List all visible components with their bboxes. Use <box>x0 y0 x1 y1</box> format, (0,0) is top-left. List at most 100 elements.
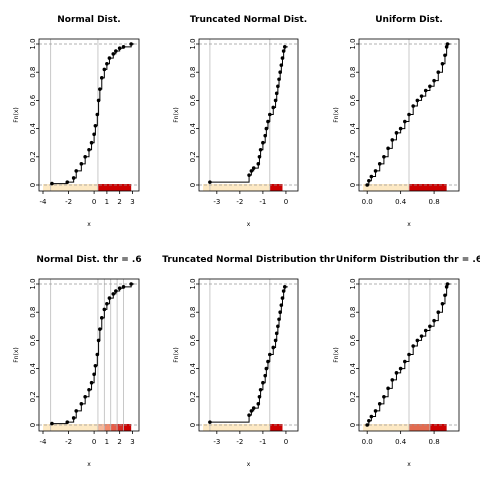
y-tick-label: 0.2 <box>189 391 197 402</box>
data-point <box>247 173 251 177</box>
data-point <box>79 162 84 166</box>
threshold-band <box>43 184 98 191</box>
data-point <box>257 155 262 159</box>
x-tick-label: 1 <box>105 198 109 206</box>
x-axis-label: x <box>247 221 251 228</box>
data-point <box>390 378 395 382</box>
y-tick-label: 0.8 <box>349 67 357 78</box>
data-point <box>107 296 112 300</box>
ecdf-step-line <box>51 283 135 425</box>
data-point <box>95 352 100 357</box>
threshold-band <box>117 424 124 431</box>
data-point <box>271 105 276 110</box>
y-tick-label: 0.6 <box>349 334 357 346</box>
data-point <box>373 409 378 413</box>
threshold-band <box>409 184 447 191</box>
plot-frame <box>358 38 460 192</box>
data-point <box>373 169 378 173</box>
threshold-band <box>269 184 283 191</box>
data-point <box>74 409 79 413</box>
data-point <box>443 53 447 58</box>
data-point <box>107 56 112 60</box>
data-point <box>415 338 420 343</box>
y-tick-label: 1.0 <box>189 278 197 289</box>
data-point <box>445 42 450 46</box>
data-point <box>432 318 436 323</box>
ecdf-step-line <box>209 286 288 423</box>
threshold-band <box>97 184 132 191</box>
data-point <box>377 162 382 166</box>
data-point <box>96 98 101 103</box>
data-point <box>247 413 251 417</box>
y-tick-label: 0 <box>189 423 197 427</box>
data-point <box>102 307 107 312</box>
data-point <box>50 181 54 186</box>
data-point <box>444 285 449 289</box>
chart-title: Normal Dist. <box>57 15 120 25</box>
data-point <box>92 372 96 377</box>
data-point <box>264 126 269 131</box>
data-point <box>258 387 263 392</box>
data-point <box>256 402 261 406</box>
chart-title: Truncated Normal Distribution thr <box>162 255 335 265</box>
data-point <box>440 301 445 306</box>
y-tick-label: 0.6 <box>349 94 357 106</box>
y-tick-label: 0 <box>189 183 197 187</box>
x-axis-label: x <box>87 461 91 468</box>
y-tick-label: 0.8 <box>189 67 197 78</box>
data-point <box>369 174 374 179</box>
data-point <box>65 180 70 184</box>
data-point <box>271 345 276 350</box>
data-point <box>129 42 133 46</box>
y-tick-label: 0.4 <box>189 362 197 374</box>
x-tick-label: 0 <box>284 198 288 206</box>
data-point <box>65 420 70 424</box>
y-tick-label: 0.2 <box>29 151 37 162</box>
x-tick-label: -2 <box>65 198 72 206</box>
data-point <box>282 45 287 49</box>
data-point <box>263 373 268 378</box>
data-point <box>273 98 278 103</box>
data-point <box>407 352 411 357</box>
data-point <box>436 70 441 74</box>
data-point <box>87 147 91 152</box>
x-tick-label: 1 <box>105 438 109 446</box>
data-point <box>121 285 126 289</box>
ecdf-step-line <box>367 43 451 186</box>
y-tick-label: 0 <box>29 423 37 427</box>
y-tick-label: 0.4 <box>349 362 357 374</box>
x-tick-label: 0.8 <box>429 198 440 206</box>
chart-title: Normal Dist. thr = .6 <box>36 255 141 265</box>
data-point <box>71 416 76 420</box>
data-point <box>93 363 98 368</box>
y-tick-label: 0 <box>349 423 357 427</box>
plot-frame <box>358 278 460 432</box>
data-point <box>282 285 287 289</box>
data-point <box>365 183 369 187</box>
data-point <box>377 402 382 406</box>
data-point <box>403 359 407 364</box>
plot-frame <box>198 38 299 192</box>
data-point <box>129 282 133 286</box>
data-point <box>266 359 270 364</box>
y-tick-label: 0 <box>349 183 357 187</box>
data-point <box>102 67 107 72</box>
y-tick-label: 0.6 <box>189 334 197 346</box>
y-tick-label: 1.0 <box>189 38 197 49</box>
y-tick-label: 1.0 <box>349 278 357 289</box>
data-point <box>407 112 411 117</box>
data-point <box>274 331 279 336</box>
data-point <box>89 380 94 385</box>
y-tick-label: 0.8 <box>29 307 37 318</box>
plot-frame <box>38 278 140 432</box>
y-tick-label: 0.6 <box>189 94 197 106</box>
x-tick-label: -2 <box>236 438 243 446</box>
data-point <box>367 178 371 183</box>
x-axis-label: x <box>247 461 251 468</box>
data-point <box>114 49 118 53</box>
data-point <box>369 414 374 419</box>
threshold-band <box>363 184 409 191</box>
y-tick-label: 0.8 <box>29 67 37 78</box>
threshold-band <box>363 424 409 431</box>
data-point <box>83 395 87 399</box>
